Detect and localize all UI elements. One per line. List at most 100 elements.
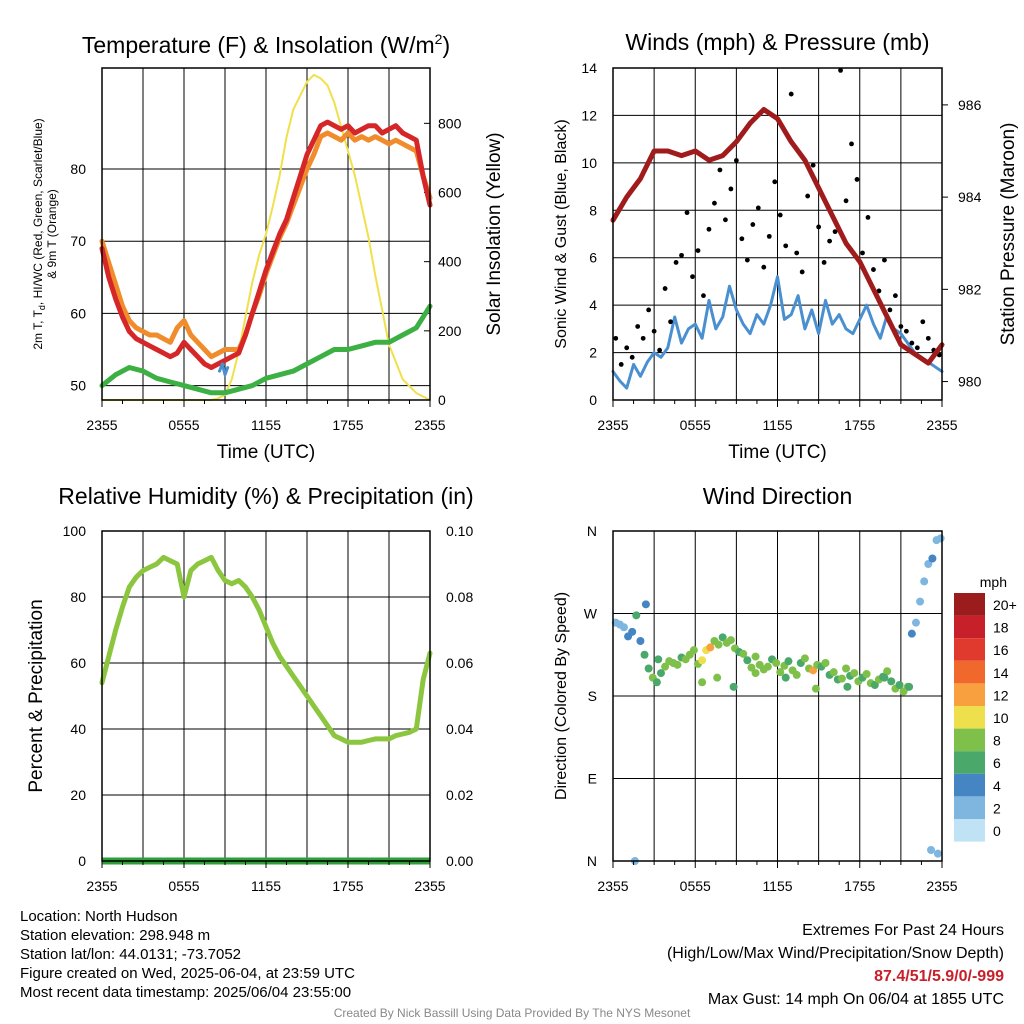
direction-point [656, 669, 665, 678]
x-tick-label: 2355 [926, 878, 957, 894]
gust-point [651, 328, 657, 334]
gust-point [898, 324, 904, 329]
gust-point [871, 267, 876, 272]
x-axis-label: Time (UTC) [217, 442, 316, 463]
title-close: ) [442, 32, 450, 58]
legend-swatch [954, 706, 985, 729]
gust-point [684, 210, 690, 216]
title-superscript: 2 [435, 31, 443, 47]
x-tick-label: 2355 [597, 417, 628, 433]
gust-point [673, 260, 679, 265]
direction-point [792, 670, 801, 679]
y2-tick-label: 980 [958, 374, 982, 390]
y-tick-label: 80 [70, 161, 86, 177]
y2-tick-label: 0 [438, 392, 446, 408]
gust-point [777, 212, 783, 218]
direction-point [883, 667, 892, 676]
gust-point [920, 319, 926, 325]
direction-point [644, 664, 653, 673]
y-tick-label: 6 [589, 250, 597, 266]
direction-point [673, 660, 682, 669]
extremes-block: Extremes For Past 24 Hours (High/Low/Max… [667, 919, 1004, 1011]
gust-point [909, 340, 915, 346]
direction-point [933, 849, 942, 858]
direction-point [776, 668, 785, 677]
gust-point [744, 257, 750, 263]
direction-point [654, 655, 663, 664]
gust-point [712, 200, 717, 206]
direction-point [747, 663, 756, 672]
gust-point [892, 293, 898, 299]
direction-point [895, 681, 904, 689]
gust-point [618, 362, 624, 367]
gust-point [788, 91, 794, 97]
y-tick-label: 60 [70, 305, 86, 321]
station-pressure-line [610, 107, 945, 366]
legend-label: 18 [993, 620, 1009, 636]
y-tick-label: S [588, 688, 597, 704]
gust-point [668, 319, 673, 325]
x-tick-label: 1755 [332, 878, 363, 894]
direction-point [729, 682, 738, 691]
x-tick-label: 0555 [680, 417, 711, 433]
chart-title: Wind Direction [703, 483, 853, 509]
y-tick-label: W [584, 606, 598, 622]
y-tick-label: 14 [581, 60, 597, 76]
y-tick-label: 0 [589, 392, 597, 408]
gust-point [755, 205, 761, 211]
relative-humidity-line [99, 554, 433, 745]
legend-swatch [954, 660, 985, 684]
gust-point [706, 226, 712, 232]
gust-point [794, 250, 800, 256]
y-tick-label: 2 [589, 345, 597, 361]
gust-point [887, 307, 893, 313]
x-tick-label: 1155 [762, 417, 792, 433]
y2-tick-label: 600 [438, 185, 462, 201]
gust-point [662, 286, 668, 291]
direction-point [905, 682, 914, 691]
y2-tick-label: 0.04 [446, 721, 473, 737]
x-tick-label: 0555 [680, 878, 711, 894]
direction-point [628, 627, 637, 636]
dewpoint-line [99, 303, 433, 396]
y-tick-label: 0 [78, 853, 86, 869]
2m-temperature-line [99, 119, 433, 370]
gust-point [810, 162, 816, 168]
station-location: Location: North Hudson [20, 908, 178, 925]
y-tick-label: 60 [70, 655, 86, 671]
gust-point [629, 354, 635, 360]
direction-point [842, 664, 851, 673]
direction-point [887, 677, 896, 686]
max-gust: Max Gust: 14 mph On 06/04 at 1855 UTC [707, 991, 1004, 1008]
gust-point [865, 215, 871, 220]
gust-point [783, 243, 789, 249]
direction-point [920, 577, 929, 586]
direction-point [619, 623, 628, 632]
direction-point [784, 657, 793, 666]
y-tick-label: E [588, 771, 597, 787]
title-text: Temperature (F) & Insolation (W/m [82, 32, 435, 58]
extremes-values: 87.4/51/5.9/0/-999 [874, 968, 1004, 985]
y-tick-label: 50 [70, 378, 86, 394]
legend-swatch [954, 593, 985, 616]
legend-label: 20+ [993, 597, 1017, 613]
x-tick-label: 1755 [332, 417, 363, 433]
direction-point [743, 656, 752, 665]
y2-tick-label: 0.10 [446, 523, 473, 539]
gust-point [772, 179, 778, 185]
direction-point [811, 684, 820, 693]
direction-point [718, 633, 727, 642]
y-axis-label: Direction (Colored By Speed) [553, 592, 570, 800]
direction-point [636, 637, 645, 645]
y2-tick-label: 984 [958, 189, 982, 205]
x-tick-label: 1755 [844, 417, 875, 433]
gust-point [690, 274, 695, 280]
direction-point [916, 597, 925, 606]
direction-point [689, 646, 698, 655]
direction-point [936, 534, 945, 543]
legend-swatch [954, 773, 985, 797]
y2-tick-label: 986 [958, 97, 982, 113]
direction-point [640, 650, 649, 659]
gust-point [750, 222, 756, 227]
y-tick-label: 20 [70, 787, 86, 803]
